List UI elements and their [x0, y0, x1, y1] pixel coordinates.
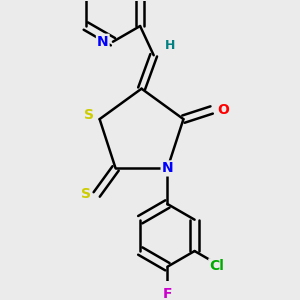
Text: F: F	[163, 287, 172, 300]
Text: S: S	[84, 108, 94, 122]
Text: Cl: Cl	[209, 259, 224, 273]
Text: O: O	[218, 103, 230, 117]
Text: N: N	[97, 35, 109, 49]
Text: N: N	[162, 161, 173, 176]
Text: S: S	[81, 188, 91, 202]
Text: H: H	[165, 39, 175, 52]
